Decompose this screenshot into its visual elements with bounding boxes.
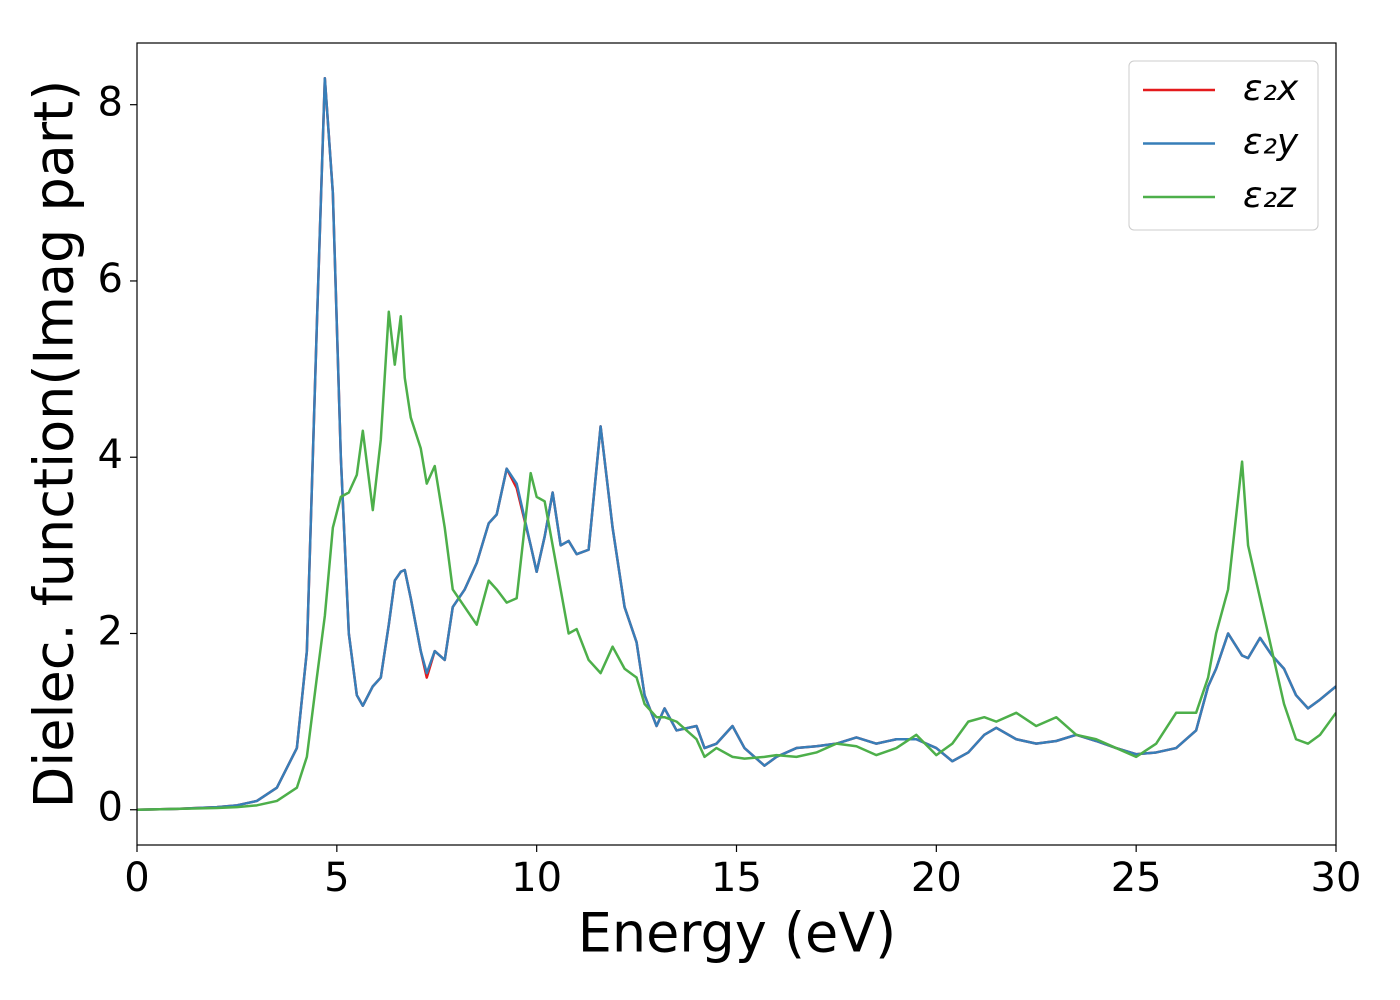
x-tick-label: 25 [1111, 855, 1162, 901]
legend-label: ε₂y [1243, 122, 1299, 163]
y-axis-label: Dielec. function(Imag part) [23, 80, 86, 809]
x-tick-label: 20 [911, 855, 962, 901]
legend-label: ε₂x [1243, 68, 1299, 109]
plot-frame [136, 42, 1337, 846]
y-tick-label: 2 [98, 608, 123, 654]
x-tick-label: 5 [324, 855, 349, 901]
x-tick-label: 30 [1311, 855, 1362, 901]
y-tick-label: 0 [98, 785, 123, 831]
y-tick-label: 8 [98, 80, 123, 126]
data-line [137, 310, 1336, 811]
x-tick-label: 10 [511, 855, 562, 901]
x-tick-label: 0 [124, 855, 149, 901]
y-tick-label: 6 [98, 256, 123, 302]
legend-label: ε₂z [1243, 175, 1297, 216]
legend-box [1128, 60, 1319, 231]
x-axis-label: Energy (eV) [578, 902, 897, 965]
y-tick-label: 4 [98, 432, 123, 478]
x-tick-label: 15 [711, 855, 762, 901]
